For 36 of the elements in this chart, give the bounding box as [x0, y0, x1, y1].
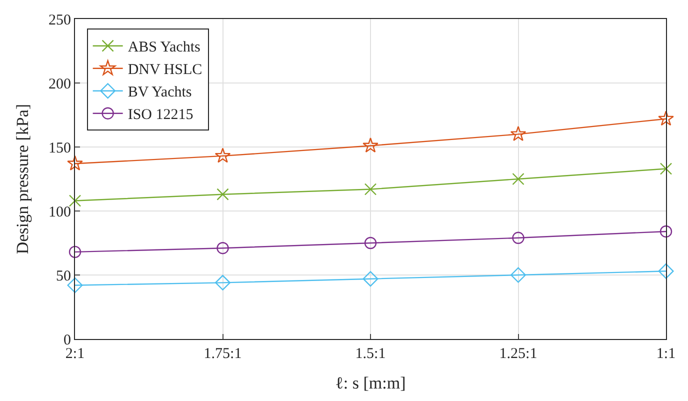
x-axis-title: ℓ: s [m:m] — [335, 373, 406, 392]
point — [512, 232, 524, 244]
point — [512, 172, 524, 186]
point — [215, 274, 230, 290]
x-tick-label: 1.25:1 — [499, 346, 538, 362]
y-tick-label: 50 — [56, 268, 71, 284]
point — [510, 126, 526, 142]
y-tick-label: 150 — [48, 140, 71, 156]
point — [68, 194, 82, 207]
point — [67, 155, 83, 170]
x-tick-label: 2:1 — [65, 346, 85, 362]
legend-label: DNV HSLC — [128, 62, 202, 78]
point — [362, 137, 378, 153]
point — [364, 183, 377, 196]
point — [510, 267, 526, 283]
point — [362, 271, 378, 287]
y-tick-label: 100 — [48, 204, 71, 220]
point — [216, 242, 229, 254]
point — [658, 263, 674, 279]
legend-label: ABS Yachts — [128, 40, 201, 56]
x-tick-label: 1:1 — [656, 346, 676, 362]
legend-label: ISO 12215 — [128, 107, 194, 124]
y-tick-label: 200 — [48, 76, 71, 92]
point — [68, 246, 82, 258]
point — [214, 148, 231, 163]
y-axis-title: Design pressure [kPa] — [13, 104, 32, 254]
x-tick-label: 1.5:1 — [355, 346, 386, 362]
point — [660, 225, 672, 238]
point — [364, 236, 377, 250]
y-tick-label: 250 — [48, 12, 71, 28]
point — [216, 188, 229, 200]
legend-label: BV Yachts — [128, 84, 192, 101]
y-tick-label: 0 — [64, 332, 71, 348]
point — [658, 110, 674, 126]
point — [660, 162, 672, 175]
x-tick-label: 1.75:1 — [204, 346, 242, 362]
